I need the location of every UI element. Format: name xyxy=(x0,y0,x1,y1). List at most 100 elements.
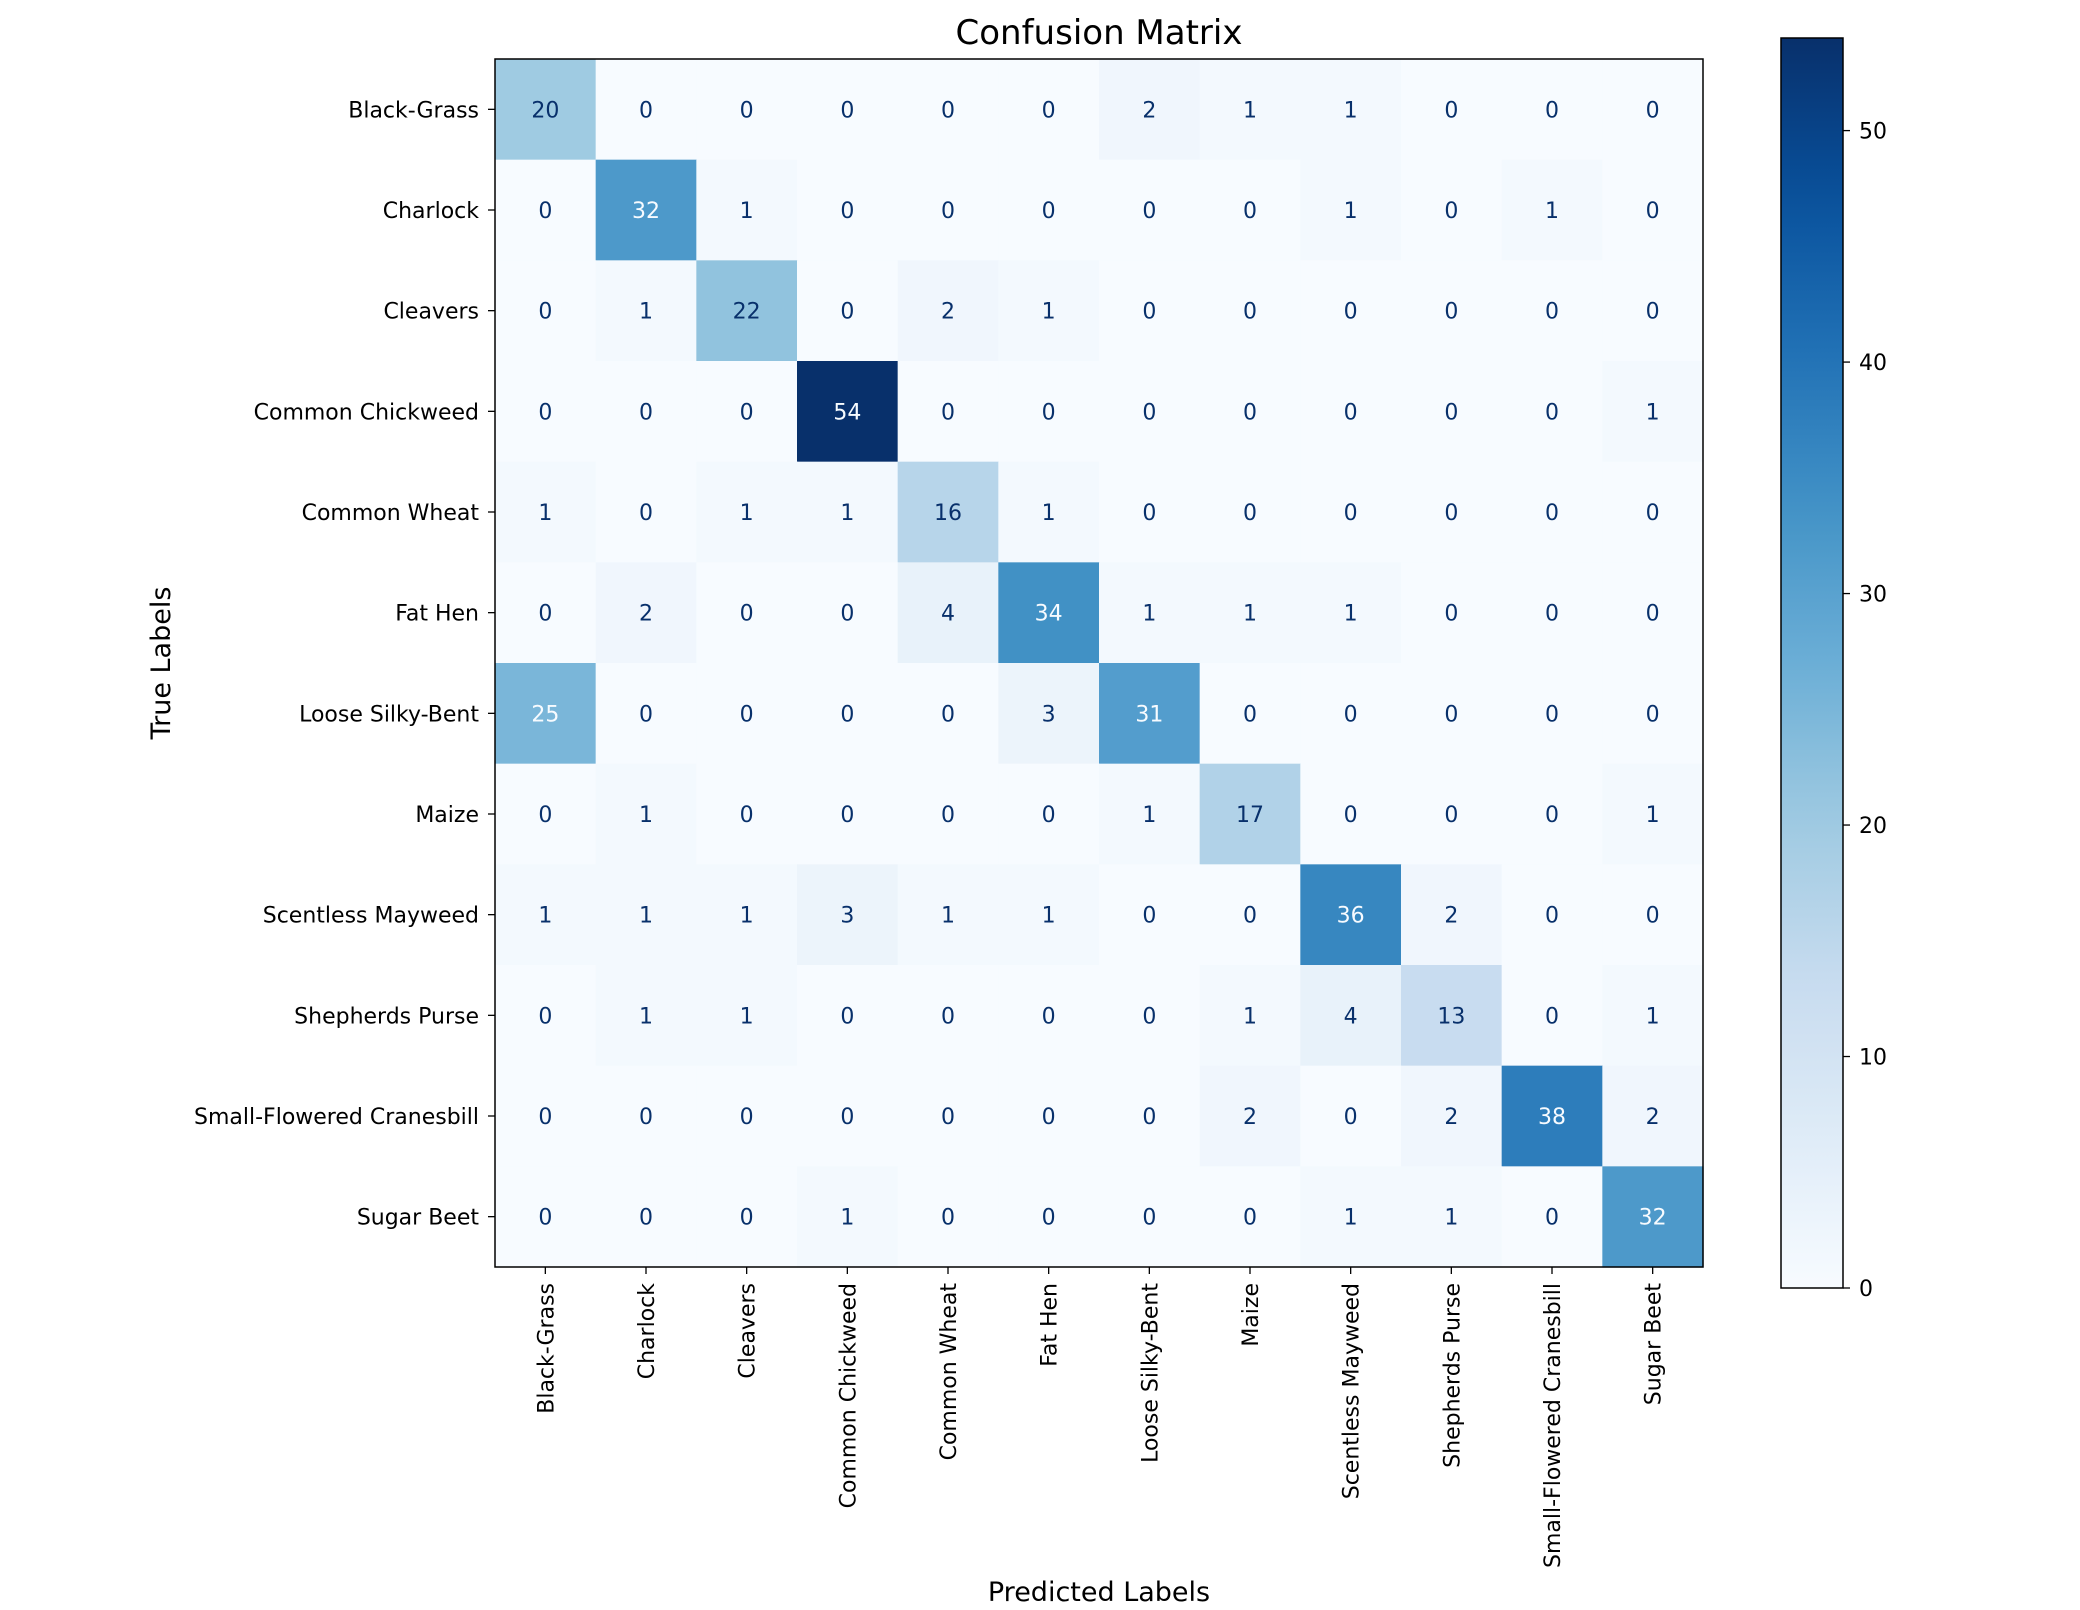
heatmap-cell xyxy=(998,663,1100,765)
heatmap-cell xyxy=(897,59,999,161)
cell-value-label: 1 xyxy=(840,501,854,526)
cell-value-label: 16 xyxy=(934,501,962,526)
cell-value-label: 0 xyxy=(639,1206,653,1231)
cell-value-label: 0 xyxy=(538,1105,552,1130)
cell-value-label: 17 xyxy=(1236,803,1264,828)
heatmap-cell xyxy=(797,1166,899,1268)
heatmap-cell xyxy=(1300,361,1402,463)
cell-value-label: 0 xyxy=(1444,803,1458,828)
heatmap-cell xyxy=(1401,1166,1503,1268)
cell-value-label: 0 xyxy=(1646,501,1660,526)
cell-value-label: 0 xyxy=(538,602,552,627)
cell-value-label: 0 xyxy=(941,803,955,828)
cell-value-label: 0 xyxy=(840,803,854,828)
heatmap-cell xyxy=(1300,663,1402,765)
y-tick-label: Scentless Mayweed xyxy=(263,904,479,929)
cell-value-label: 0 xyxy=(1545,1206,1559,1231)
cell-value-label: 0 xyxy=(1243,1206,1257,1231)
cell-value-label: 0 xyxy=(1545,300,1559,325)
heatmap-cell xyxy=(797,159,899,261)
cell-value-label: 0 xyxy=(1142,1105,1156,1130)
cell-value-label: 4 xyxy=(941,602,955,627)
cell-value-label: 1 xyxy=(1042,501,1056,526)
heatmap-cell xyxy=(998,763,1100,865)
heatmap-cell xyxy=(1099,361,1201,463)
heatmap-cell xyxy=(1501,260,1603,362)
colorbar-tick-label: 0 xyxy=(1859,1277,1873,1302)
y-tick-label: Shepherds Purse xyxy=(294,1004,479,1029)
plot-frame xyxy=(494,58,1704,1268)
cell-value-label: 2 xyxy=(1142,98,1156,123)
heatmap-cell xyxy=(696,461,798,563)
heatmap-cell xyxy=(696,562,798,664)
cell-value-label: 0 xyxy=(1646,98,1660,123)
heatmap-cell xyxy=(1602,461,1704,563)
cell-value-label: 1 xyxy=(639,904,653,929)
heatmap-cell xyxy=(696,361,798,463)
cell-value-label: 1 xyxy=(740,904,754,929)
cell-value-label: 2 xyxy=(1646,1105,1660,1130)
heatmap-cell xyxy=(495,763,597,865)
y-axis-ticks: Black-Grass Charlock Cleavers Common Chickw… xyxy=(194,98,495,1231)
cell-value-label: 0 xyxy=(538,199,552,224)
cell-value-label: 0 xyxy=(1243,501,1257,526)
heatmap-cell xyxy=(897,864,999,966)
heatmap-cell xyxy=(696,260,798,362)
heatmap-cell xyxy=(1300,59,1402,161)
cell-value-label: 1 xyxy=(740,501,754,526)
heatmap-cell xyxy=(595,159,697,261)
heatmap-cells: 20 0 0 0 0 0 2 1 1 0 0 00 32 1 0 0 0 0 0 1 0 1 00 1 22 0 2 1 0 0 0 0 0 00… xyxy=(495,59,1704,1268)
heatmap-cell xyxy=(595,59,697,161)
chart-title: Confusion Matrix xyxy=(956,13,1243,53)
cell-value-label: 0 xyxy=(740,400,754,425)
cell-value-label: 0 xyxy=(1545,602,1559,627)
cell-value-label: 38 xyxy=(1538,1105,1566,1130)
heatmap-cell xyxy=(797,361,899,463)
heatmap-cell xyxy=(1300,159,1402,261)
heatmap-cell xyxy=(1401,159,1503,261)
heatmap-cell xyxy=(897,260,999,362)
heatmap-cell xyxy=(1501,59,1603,161)
cell-value-label: 0 xyxy=(941,1004,955,1029)
heatmap-cell xyxy=(1099,1065,1201,1167)
y-tick-label: Sugar Beet xyxy=(357,1206,480,1231)
y-tick-label: Small-Flowered Cranesbill xyxy=(194,1105,479,1130)
cell-value-label: 2 xyxy=(1444,1105,1458,1130)
heatmap-cell xyxy=(1099,461,1201,563)
cell-value-label: 1 xyxy=(1042,300,1056,325)
x-tick-label: Cleavers xyxy=(736,1283,761,1379)
heatmap-cell xyxy=(1199,59,1301,161)
cell-value-label: 0 xyxy=(740,1105,754,1130)
cell-value-label: 1 xyxy=(1243,98,1257,123)
heatmap-cell xyxy=(1099,562,1201,664)
cell-value-label: 1 xyxy=(639,1004,653,1029)
cell-value-label: 0 xyxy=(538,1004,552,1029)
cell-value-label: 1 xyxy=(1344,1206,1358,1231)
cell-value-label: 0 xyxy=(1042,400,1056,425)
heatmap-cell xyxy=(998,562,1100,664)
y-tick-label: Cleavers xyxy=(383,300,479,325)
heatmap-cell xyxy=(797,1065,899,1167)
cell-value-label: 1 xyxy=(1344,602,1358,627)
heatmap-cell xyxy=(595,1166,697,1268)
heatmap-cell xyxy=(1099,1166,1201,1268)
heatmap-cell xyxy=(897,562,999,664)
heatmap-cell xyxy=(1602,864,1704,966)
heatmap-cell xyxy=(998,260,1100,362)
heatmap-cell xyxy=(696,763,798,865)
heatmap-cell xyxy=(1501,1166,1603,1268)
heatmap-cell xyxy=(1099,59,1201,161)
cell-value-label: 1 xyxy=(1142,602,1156,627)
cell-value-label: 1 xyxy=(1243,602,1257,627)
heatmap-cell xyxy=(998,461,1100,563)
heatmap-cell xyxy=(897,1065,999,1167)
heatmap-cell xyxy=(797,663,899,765)
cell-value-label: 1 xyxy=(1545,199,1559,224)
heatmap-cell xyxy=(696,59,798,161)
colorbar: 0 10 20 30 40 50 xyxy=(1780,37,1887,1302)
heatmap-cell xyxy=(1602,361,1704,463)
heatmap-cell xyxy=(495,1166,597,1268)
heatmap-cell xyxy=(1602,562,1704,664)
heatmap-cell xyxy=(495,260,597,362)
heatmap-cell xyxy=(797,59,899,161)
